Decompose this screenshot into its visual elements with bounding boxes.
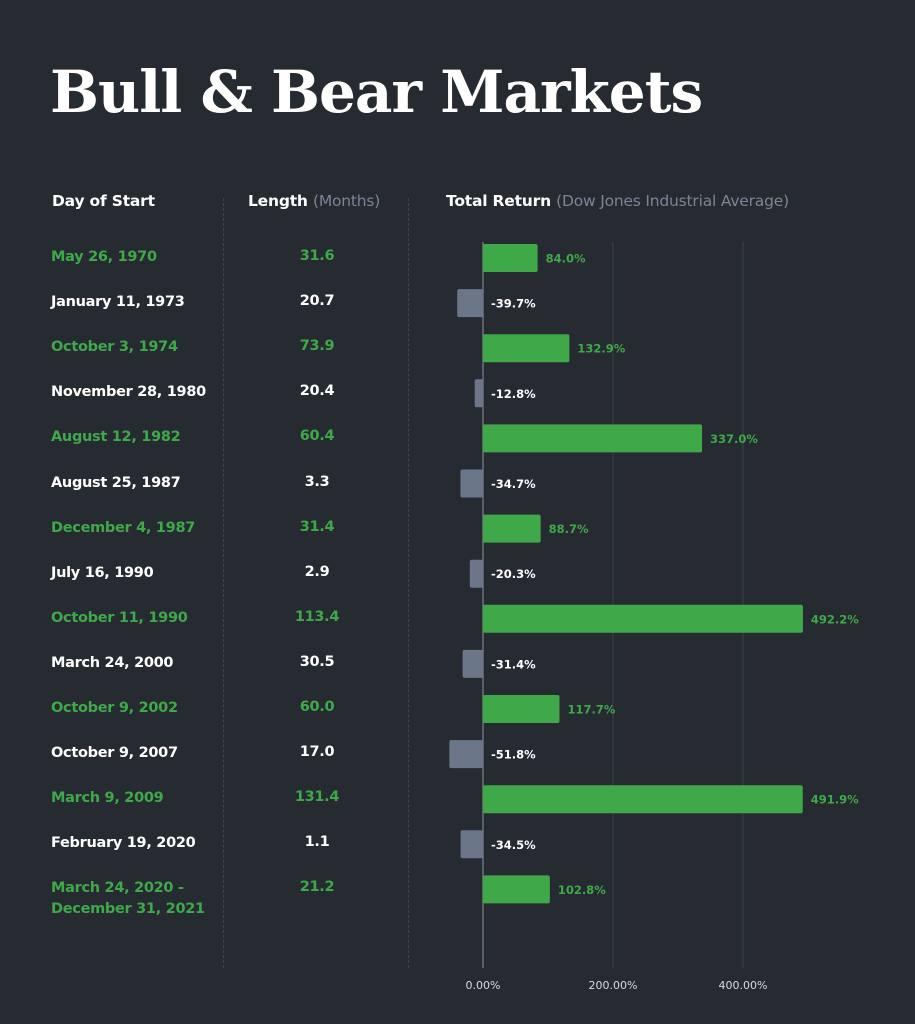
- bar-value-label: 117.7%: [568, 703, 616, 717]
- bar-value-label: -20.3%: [491, 567, 536, 581]
- row-start-date: May 26, 1970: [51, 249, 157, 265]
- bar-bull: [483, 785, 803, 814]
- bar-bear: [457, 289, 483, 318]
- header-return-unit: (Dow Jones Industrial Average): [556, 192, 789, 210]
- row-length: 21.2: [299, 879, 335, 896]
- row-start-date: November 28, 1980: [51, 384, 206, 401]
- column-separator: [408, 198, 409, 968]
- bar-bear: [462, 649, 483, 678]
- bar-value-label: 84.0%: [546, 252, 586, 266]
- bar-value-label: 102.8%: [558, 883, 606, 897]
- bar-value-label: -34.7%: [491, 477, 536, 491]
- bar-bull: [483, 875, 550, 904]
- row-start-date: March 24, 2020 - December 31, 2021: [51, 880, 205, 918]
- row-length: 31.6: [299, 248, 335, 264]
- row-start-date: August 25, 1987: [51, 474, 181, 491]
- header-length: Length (Months): [248, 192, 380, 210]
- bar-value-label: 88.7%: [549, 522, 589, 536]
- x-tick-label: 400.00%: [719, 979, 768, 992]
- row-start-date: January 11, 1973: [51, 294, 185, 311]
- row-length: 17.0: [299, 744, 335, 761]
- row-length: 31.4: [299, 518, 335, 535]
- header-return-label: Total Return: [446, 192, 551, 210]
- bar-value-label: -31.4%: [491, 657, 536, 671]
- bar-bear: [460, 830, 483, 859]
- row-length: 3.3: [304, 473, 330, 490]
- page-title: Bull & Bear Markets: [50, 58, 703, 126]
- row-length: 131.4: [294, 789, 340, 806]
- row-start-date: February 19, 2020: [51, 835, 196, 852]
- header-length-label: Length: [248, 192, 308, 210]
- row-start-date: August 12, 1982: [51, 429, 181, 446]
- header-total-return: Total Return (Dow Jones Industrial Avera…: [446, 192, 789, 210]
- row-start-date: March 24, 2000: [51, 654, 174, 671]
- column-separator: [223, 198, 224, 968]
- row-start-date: March 9, 2009: [51, 790, 164, 807]
- bar-bear: [449, 740, 483, 769]
- bar-bull: [483, 244, 538, 272]
- row-length: 30.5: [299, 653, 335, 670]
- bar-bull: [483, 695, 560, 723]
- bar-bear: [460, 469, 483, 498]
- row-length: 60.4: [299, 428, 335, 445]
- row-start-date: October 3, 1974: [51, 339, 178, 356]
- row-start-date: October 9, 2007: [51, 745, 178, 762]
- bar-value-label: -34.5%: [491, 838, 536, 852]
- row-length: 60.0: [299, 699, 335, 715]
- bar-bull: [483, 424, 703, 453]
- x-tick-label: 200.00%: [589, 979, 638, 992]
- row-length: 20.4: [299, 383, 335, 400]
- bar-bull: [483, 604, 803, 633]
- row-length: 113.4: [294, 608, 340, 625]
- row-length: 20.7: [299, 293, 335, 310]
- bar-value-label: -51.8%: [491, 748, 536, 762]
- row-length: 2.9: [304, 563, 330, 580]
- bar-bear: [469, 559, 483, 588]
- bar-bear: [474, 379, 483, 408]
- row-length: 73.9: [299, 338, 335, 355]
- row-start-date: October 9, 2002: [51, 700, 178, 716]
- bar-value-label: 132.9%: [577, 342, 625, 356]
- row-start-date: July 16, 1990: [51, 564, 154, 581]
- bar-bull: [483, 334, 570, 363]
- bar-value-label: 337.0%: [710, 432, 758, 446]
- header-length-unit: (Months): [312, 192, 381, 210]
- header-day-of-start: Day of Start: [52, 192, 155, 210]
- bar-value-label: -39.7%: [491, 297, 536, 311]
- row-start-date: December 4, 1987: [51, 519, 196, 536]
- bar-bull: [483, 514, 541, 543]
- x-tick-label: 0.00%: [466, 979, 501, 992]
- bar-value-label: -12.8%: [491, 387, 536, 401]
- row-start-date: October 11, 1990: [51, 609, 188, 626]
- bar-value-label: 491.9%: [811, 793, 859, 807]
- row-length: 1.1: [304, 834, 330, 851]
- bar-value-label: 492.2%: [811, 612, 859, 626]
